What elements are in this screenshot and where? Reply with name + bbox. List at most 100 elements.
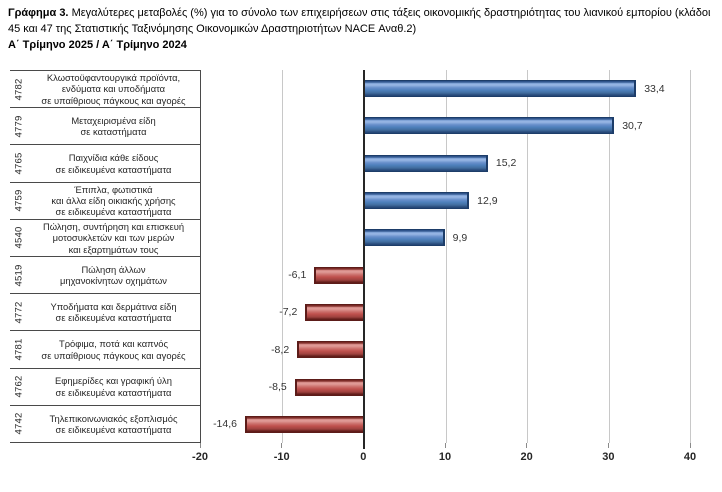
category-axis: 4782 Κλωστοϋφαντουργικά προϊόντα, ενδύματα… <box>10 70 200 444</box>
category-label: Παιχνίδια κάθε είδους σε ειδικευμένα κατα… <box>27 152 200 175</box>
category-label: Τρόφιμα, ποτά και καπνός σε υπαίθριους πά… <box>27 338 200 361</box>
category-code: 4759 <box>13 189 24 212</box>
category-label-line: σε ειδικευμένα καταστήματα <box>55 312 172 324</box>
category-row: 4765 Παιχνίδια κάθε είδους σε ειδικευμένα … <box>10 144 200 181</box>
bar <box>363 229 445 247</box>
bar-value-label: -14,6 <box>213 418 237 431</box>
chart-title-text: Μεγαλύτερες μεταβολές (%) για το σύνολο … <box>8 7 711 35</box>
category-row: 4519 Πώληση άλλων μηχανοκίνητων οχημάτων <box>10 256 200 293</box>
category-label-line: σε ειδικευμένα καταστήματα <box>55 423 172 435</box>
category-code: 4519 <box>13 264 24 287</box>
bar <box>294 378 364 396</box>
category-label-line: σε καταστήματα <box>80 126 147 138</box>
bar <box>297 341 364 359</box>
category-code: 4779 <box>13 115 24 138</box>
gridline <box>282 70 284 443</box>
category-row: 4540 Πώληση, συντήρηση και επισκευή μοτοσυ… <box>10 218 200 256</box>
category-code: 4772 <box>13 301 24 324</box>
category-row: 4762 Εφημερίδες και γραφική ύλη σε ειδικευ… <box>10 367 200 405</box>
chart-period: Α΄ Τρίμηνο 2025 / Α΄ Τρίμηνο 2024 <box>8 39 187 52</box>
category-code: 4781 <box>13 338 24 361</box>
category-label-line: Μεταχειρισμένα είδη <box>71 114 156 126</box>
category-code-cell: 4772 <box>10 301 27 323</box>
axis-tick <box>607 443 609 448</box>
category-code: 4765 <box>13 152 24 175</box>
bar <box>245 415 364 433</box>
axis-tick <box>281 443 283 448</box>
category-row: 4781 Τρόφιμα, ποτά και καπνός σε υπαίθριου… <box>10 330 200 367</box>
category-code: 4742 <box>13 412 24 435</box>
category-label-line: Εφημερίδες και γραφική ύλη <box>55 375 172 387</box>
category-label-line: και εξαρτημάτων τους <box>68 243 159 255</box>
bar-value-label: 9,9 <box>452 231 468 244</box>
category-label: Τηλεπικοινωνιακός εξοπλισμός σε ειδικευμέ… <box>27 413 200 436</box>
category-code-cell: 4540 <box>10 227 27 249</box>
category-label: Εφημερίδες και γραφική ύλη σε ειδικευμένα… <box>27 375 200 398</box>
bar-value-label: -8,5 <box>268 381 287 394</box>
category-row: 4759 Έπιπλα, φωτιστικά και άλλα είδη οικια… <box>10 181 200 219</box>
category-code-cell: 4765 <box>10 153 27 175</box>
category-label-line: σε υπαίθριους πάγκους και αγορές <box>41 349 186 361</box>
bar <box>314 266 364 284</box>
category-label-line: ενδύματα και υποδήματα <box>61 83 166 95</box>
category-row: 4772 Υποδήματα και δερμάτινα είδη σε ειδικ… <box>10 293 200 330</box>
category-code-cell: 4762 <box>10 376 27 398</box>
category-code-cell: 4759 <box>10 190 27 212</box>
axis-tick-label: 30 <box>602 451 615 463</box>
chart-title: Γράφημα 3. Μεγαλύτερες μεταβολές (%) για… <box>8 6 716 37</box>
category-label: Κλωστοϋφαντουργικά προϊόντα, ενδύματα και… <box>27 72 200 106</box>
category-code-cell: 4519 <box>10 264 27 286</box>
axis-tick <box>444 443 446 448</box>
category-code-cell: 4782 <box>10 78 27 100</box>
bar-value-label: 30,7 <box>622 119 643 132</box>
bar-value-label: 15,2 <box>495 157 517 170</box>
bar <box>363 154 488 172</box>
bar <box>363 192 470 210</box>
axis-tick <box>526 443 528 448</box>
bar-value-label: -6,1 <box>288 269 307 282</box>
bar-value-label: 33,4 <box>644 82 665 95</box>
category-label-line: Πώληση άλλων <box>81 263 146 275</box>
plot-area: 33,4 30,7 15,2 12,9 9,9 -6,1 -7,2 -8,2 -8,5 -14,6 <box>200 70 691 449</box>
gridline <box>608 70 610 443</box>
category-label: Υποδήματα και δερμάτινα είδη σε ειδικευμέ… <box>27 301 200 324</box>
category-code-cell: 4781 <box>10 339 27 361</box>
category-label: Μεταχειρισμένα είδη σε καταστήματα <box>27 115 200 138</box>
bar-value-label: 12,9 <box>477 194 498 207</box>
chart-title-block: Γράφημα 3. Μεγαλύτερες μεταβολές (%) για… <box>8 6 716 54</box>
category-row: 4742 Τηλεπικοινωνιακός εξοπλισμός σε ειδικ… <box>10 404 200 444</box>
bar <box>305 303 364 321</box>
category-label-line: και άλλα είδη οικιακής χρήσης <box>51 195 176 206</box>
category-label-line: σε ειδικευμένα καταστήματα <box>55 386 172 398</box>
category-label-line: Παιχνίδια κάθε είδους <box>68 152 159 164</box>
axis-tick-label: -10 <box>273 451 290 463</box>
category-code-cell: 4742 <box>10 413 27 435</box>
category-label-line: Τρόφιμα, ποτά και καπνός <box>58 338 169 350</box>
category-row: 4779 Μεταχειρισμένα είδη σε καταστήματα <box>10 107 200 144</box>
axis-tick-label: 0 <box>360 451 367 463</box>
bar <box>363 117 615 135</box>
zero-axis-line <box>362 70 365 449</box>
axis-tick <box>199 443 201 448</box>
bar <box>363 80 637 98</box>
category-label: Πώληση άλλων μηχανοκίνητων οχημάτων <box>27 264 200 287</box>
category-label-line: Υποδήματα και δερμάτινα είδη <box>50 300 177 312</box>
gridline <box>445 70 447 443</box>
value-axis: -20 -10 0 10 20 30 40 <box>192 443 696 469</box>
gridline <box>690 70 691 443</box>
category-label-line: σε υπαίθριους πάγκους και αγορές <box>41 94 186 106</box>
category-label-line: Τηλεπικοινωνιακός εξοπλισμός <box>49 412 178 424</box>
bar-value-label: -8,2 <box>271 343 290 356</box>
category-label-line: Πώληση, συντήρηση και επισκευή <box>42 220 185 232</box>
category-label-line: Έπιπλα, φωτιστικά <box>74 183 153 195</box>
axis-tick-label: 40 <box>683 451 697 463</box>
category-code: 4762 <box>13 375 24 398</box>
chart-title-prefix: Γράφημα 3. <box>8 7 69 19</box>
category-code-cell: 4779 <box>10 115 27 137</box>
category-label-line: Κλωστοϋφαντουργικά προϊόντα, <box>46 71 181 83</box>
axis-tick-label: 10 <box>438 451 452 463</box>
category-label-line: μηχανοκίνητων οχημάτων <box>60 275 167 287</box>
axis-tick <box>689 443 691 448</box>
category-code: 4540 <box>13 226 24 249</box>
